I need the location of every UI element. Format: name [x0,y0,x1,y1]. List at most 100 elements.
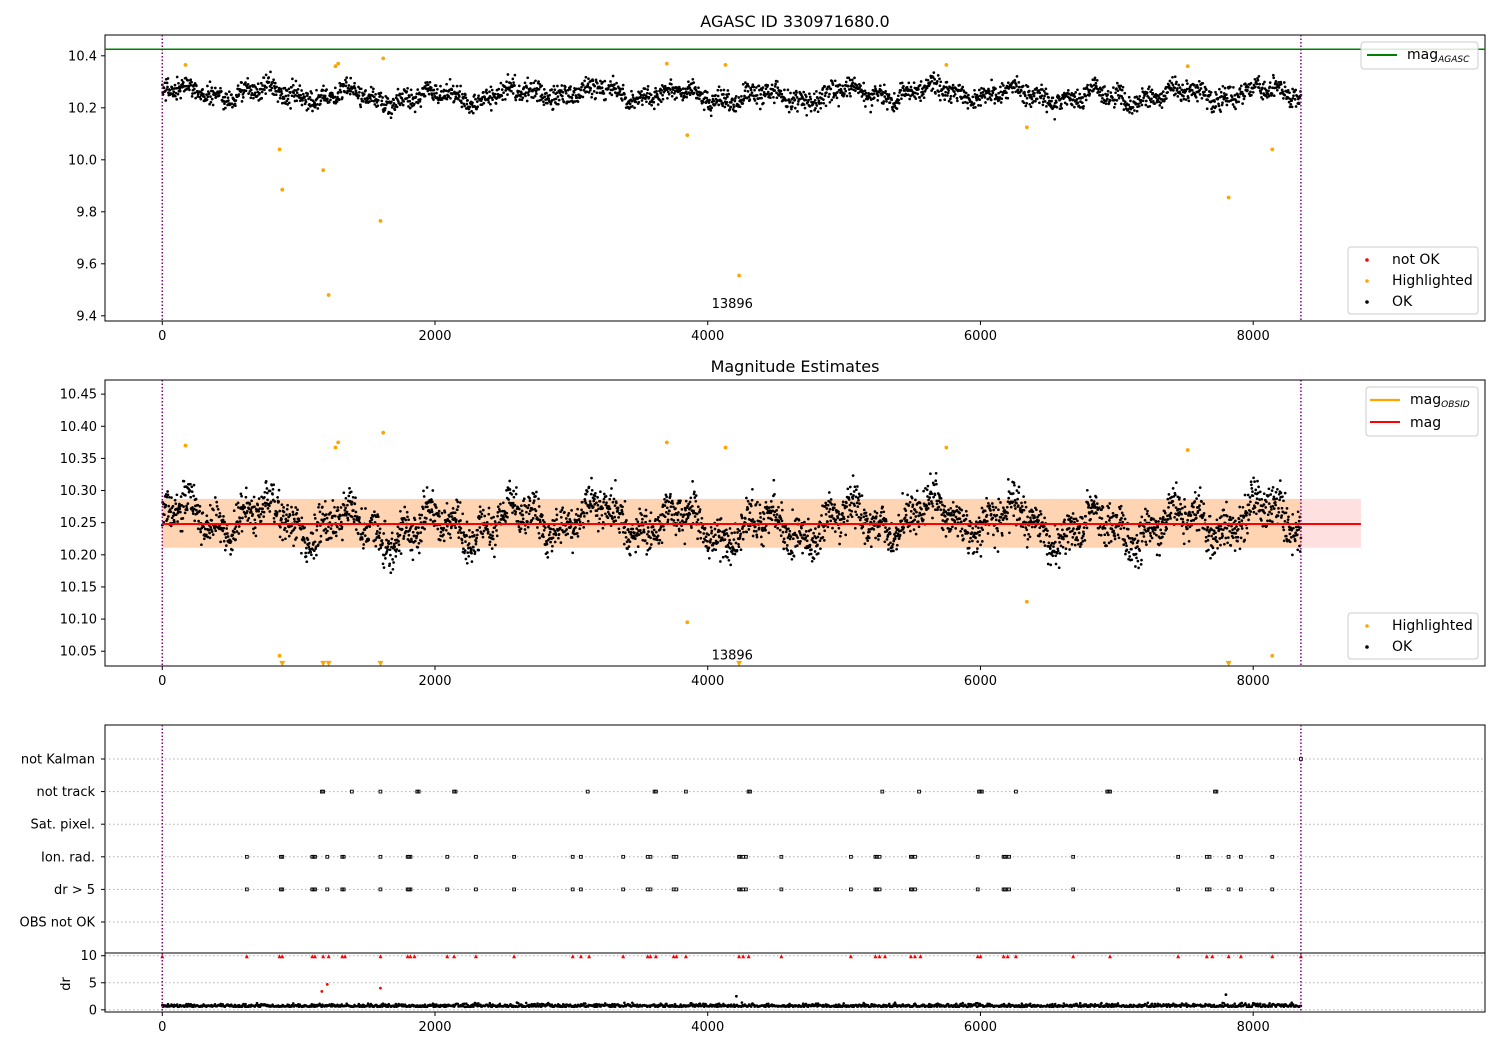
agasc-ok-point [299,93,303,97]
magnitude-ok-point [559,541,563,544]
magnitude-ok-point [974,524,978,528]
magnitude-ok-point [704,535,708,539]
magnitude-ok-point [597,507,600,511]
magnitude-ok-point [557,536,560,540]
magnitude-ok-point [962,537,965,541]
agasc-ok-point [1196,86,1200,89]
agasc-ok-point [1026,85,1030,88]
agasc-ok-point [372,87,375,91]
agasc-ok-point [1111,96,1114,99]
magnitude-ok-point [512,489,515,493]
magnitude-ok-point [851,497,855,500]
agasc-ok-point [797,100,800,103]
agasc-ok-point [434,84,438,87]
agasc-ok-point [542,88,546,91]
agasc-ok-point [1048,99,1051,103]
magnitude-ok-point [360,537,364,541]
agasc-ok-point [290,85,293,89]
agasc-ok-point [670,91,674,94]
agasc-ok-point [525,99,529,103]
agasc-ok-point [709,109,713,112]
agasc-ok-point [473,93,476,97]
magnitude-ok-point [394,555,398,558]
magnitude-ok-point [315,528,319,532]
magnitude-ok-point [189,482,192,486]
agasc-ok-point [1017,85,1021,89]
magnitude-ok-point [753,520,756,524]
agasc-ok-point [567,100,571,104]
agasc-ok-point [414,95,418,99]
magnitude-ok-point [853,526,857,530]
magnitude-ok-point [569,525,573,528]
agasc-ok-point [707,101,711,104]
agasc-ok-point [1126,108,1130,111]
magnitude-ok-point [499,502,502,506]
agasc-ok-point [1084,94,1088,98]
agasc-ok-point [550,88,554,91]
agasc-ok-point [935,80,939,83]
magnitude-ok-point [788,529,792,533]
magnitude-ok-point [416,532,420,535]
agasc-ok-point [389,116,393,120]
magnitude-ok-point [866,539,870,542]
agasc-ok-point [260,96,264,100]
agasc-y-tick-label: 10.0 [68,153,97,168]
agasc-ok-point [422,92,426,96]
agasc-ok-point [581,83,585,87]
agasc-ok-point [542,103,546,107]
agasc-ok-point [556,102,560,106]
agasc-ok-point [1002,84,1005,87]
agasc-ok-point [1274,80,1278,83]
agasc-ok-point [1016,88,1020,92]
agasc-ok-point [560,89,563,92]
magnitude-ok-point [734,541,738,545]
magnitude-ok-point [629,530,633,534]
magnitude-ok-point [593,497,596,501]
magnitude-ok-point [612,497,616,501]
agasc-ok-point [360,97,363,101]
agasc-obsid-annotation: 13896 [712,297,753,312]
magnitude-ok-point [956,534,960,538]
agasc-ok-point [427,92,431,96]
agasc-ok-point [518,98,522,101]
agasc-ok-point [552,84,556,88]
magnitude-ok-point [510,493,514,496]
agasc-ok-point [1082,104,1085,108]
magnitude-ok-point [746,507,750,511]
agasc-ok-point [687,91,691,94]
agasc-ok-point [465,102,469,106]
magnitude-ok-point [390,531,394,535]
magnitude-ok-point [327,525,330,529]
agasc-ok-point [680,94,683,98]
agasc-ok-point [652,107,656,111]
magnitude-ok-point [841,512,844,515]
agasc-ok-point [574,94,578,97]
agasc-ok-point [1112,86,1115,89]
agasc-ok-point [386,97,390,100]
agasc-ok-point [301,99,304,102]
agasc-ok-point [776,80,779,83]
agasc-ok-point [300,103,304,107]
magnitude-ok-point [838,542,841,546]
agasc-ok-point [814,101,818,105]
agasc-x-tick-label: 6000 [964,329,997,344]
magnitude-ok-point [549,540,552,544]
agasc-ok-point [443,94,447,98]
magnitude-ok-point [192,494,195,498]
agasc-ok-point [1217,104,1221,108]
magnitude-ok-point [809,528,813,532]
magnitude-ok-point [837,526,841,530]
magnitude-ok-point [464,540,467,543]
magnitude-ok-point [275,511,279,514]
agasc-ok-point [794,93,798,97]
magnitude-ok-point [313,517,317,520]
magnitude-ok-point [391,558,394,561]
agasc-ok-point [986,97,990,101]
magnitude-ok-point [709,525,713,529]
magnitude-ok-point [480,512,484,516]
agasc-ok-point [786,88,790,92]
agasc-ok-point [903,89,907,92]
agasc-ok-point [711,94,714,98]
magnitude-ok-point [684,508,687,512]
agasc-ok-point [167,91,170,95]
